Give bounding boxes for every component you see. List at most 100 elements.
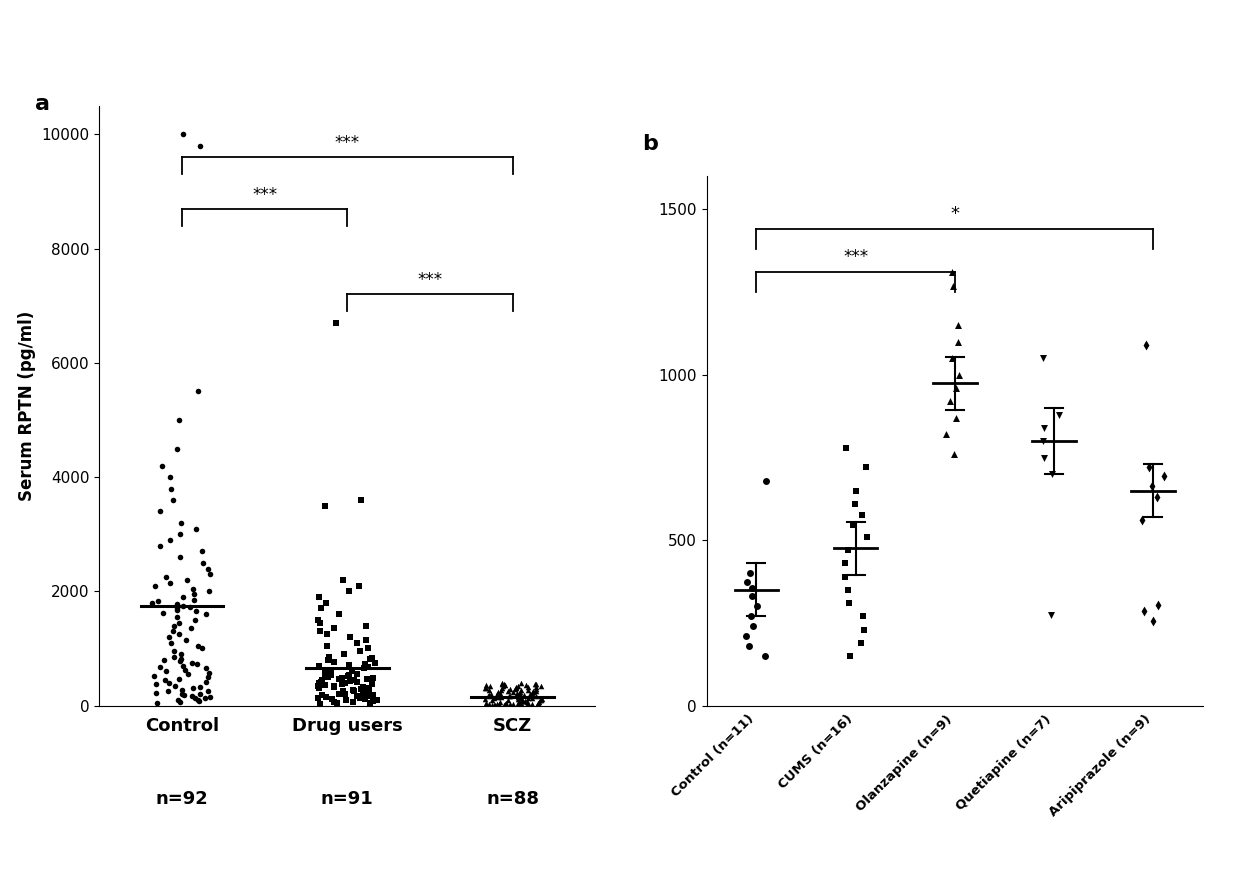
Point (167, 602, 187, 616)
Point (508, 695, 528, 709)
Point (358, 661, 378, 675)
Point (329, 686, 348, 700)
Point (355, 662, 374, 676)
Point (184, 587, 203, 602)
Point (476, 696, 496, 710)
Point (198, 562, 218, 576)
Point (165, 650, 185, 664)
Point (742, 581, 761, 595)
Point (342, 695, 362, 709)
Point (846, 483, 866, 497)
Point (360, 696, 379, 710)
Text: ***: *** (843, 249, 868, 266)
Point (310, 616, 330, 630)
Point (200, 584, 219, 598)
Point (484, 691, 503, 705)
Point (531, 693, 551, 707)
Point (150, 539, 170, 553)
Point (487, 687, 507, 701)
Point (476, 682, 496, 696)
Point (492, 676, 512, 690)
Point (186, 604, 206, 618)
Point (526, 680, 546, 694)
Point (362, 651, 382, 665)
Text: ***: *** (335, 134, 360, 152)
Point (332, 573, 352, 587)
Point (165, 678, 185, 692)
Point (495, 677, 515, 691)
Point (339, 584, 358, 598)
Point (319, 650, 339, 664)
Point (310, 697, 330, 711)
Point (169, 693, 188, 707)
Text: *: * (950, 206, 960, 223)
Point (838, 596, 858, 610)
Point (154, 653, 174, 667)
Point (517, 696, 537, 710)
Point (192, 641, 212, 655)
Point (334, 684, 353, 699)
Point (844, 497, 864, 511)
Point (169, 672, 188, 686)
Point (146, 686, 166, 700)
Point (325, 622, 345, 636)
Point (343, 673, 363, 687)
Point (481, 686, 501, 700)
Point (853, 609, 873, 624)
Point (522, 698, 542, 712)
Point (167, 597, 187, 611)
Y-axis label: Serum RPTN (pg/ml): Serum RPTN (pg/ml) (17, 310, 36, 501)
Point (185, 593, 205, 607)
Point (755, 649, 775, 663)
Point (335, 687, 355, 701)
Point (1147, 490, 1167, 505)
Point (495, 698, 515, 712)
Point (525, 677, 544, 691)
Point (508, 679, 528, 693)
Point (340, 674, 360, 688)
Point (476, 678, 496, 692)
Point (356, 633, 376, 647)
Point (1136, 338, 1156, 352)
Point (506, 680, 526, 694)
Point (146, 696, 166, 710)
Point (490, 697, 510, 711)
Point (362, 676, 382, 691)
Point (347, 689, 367, 703)
Point (167, 442, 187, 456)
Point (358, 641, 378, 655)
Point (190, 686, 210, 700)
Point (1140, 460, 1159, 475)
Point (529, 695, 549, 709)
Point (196, 607, 216, 621)
Point (944, 447, 963, 461)
Point (315, 666, 335, 680)
Point (162, 493, 182, 507)
Point (498, 692, 518, 706)
Point (182, 689, 202, 703)
Point (332, 671, 352, 685)
Point (532, 679, 552, 693)
Point (498, 684, 518, 699)
Point (311, 688, 331, 702)
Point (516, 694, 536, 708)
Point (360, 684, 379, 699)
Point (739, 639, 759, 653)
Point (317, 654, 337, 668)
Text: n=88: n=88 (486, 789, 539, 808)
Point (742, 609, 761, 624)
Point (949, 368, 968, 382)
Point (308, 678, 327, 692)
Point (182, 655, 202, 669)
Point (858, 530, 878, 544)
Point (170, 550, 190, 564)
Point (492, 681, 512, 695)
Point (946, 411, 966, 425)
Text: b: b (642, 134, 658, 154)
Point (516, 678, 536, 692)
Point (363, 670, 383, 684)
Point (1042, 608, 1061, 622)
Point (949, 318, 968, 333)
Point (329, 607, 348, 621)
Point (360, 683, 379, 697)
